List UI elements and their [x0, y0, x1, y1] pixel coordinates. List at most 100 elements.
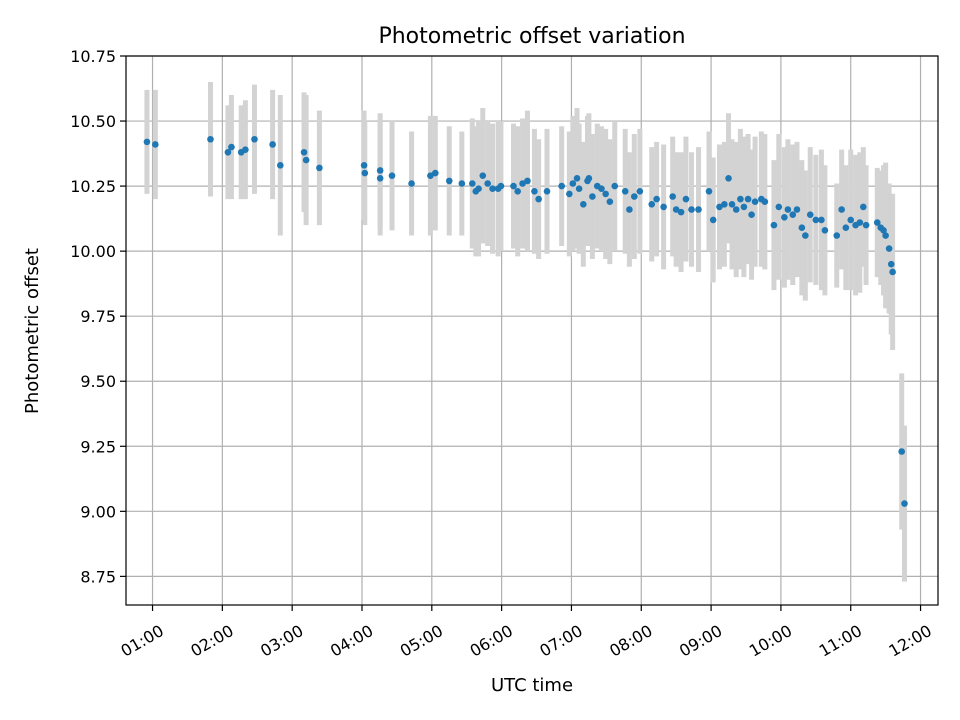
data-point: [376, 174, 384, 182]
data-point: [728, 201, 736, 208]
data-point: [873, 219, 881, 226]
data-point: [535, 195, 542, 203]
data-point: [531, 187, 538, 195]
data-point: [269, 141, 276, 148]
x-tick-label: 12:00: [886, 621, 935, 661]
data-point: [682, 195, 690, 203]
data-point: [573, 174, 581, 182]
data-point: [251, 135, 258, 143]
data-point: [479, 172, 487, 179]
data-point: [653, 195, 660, 203]
data-point: [889, 268, 896, 276]
data-point: [740, 203, 748, 211]
y-tick-label: 9.00: [80, 502, 116, 521]
data-point: [802, 232, 809, 239]
data-point: [408, 180, 415, 187]
data-point: [361, 169, 369, 177]
x-tick-label: 02:00: [187, 621, 236, 661]
data-point: [569, 180, 577, 187]
data-point: [688, 206, 695, 213]
axis-ticks: [120, 55, 922, 611]
data-point: [427, 172, 434, 179]
data-point: [732, 206, 740, 213]
data-point: [630, 193, 638, 200]
x-tick-label: 03:00: [257, 621, 306, 661]
data-point: [744, 195, 752, 203]
y-axis-label: Photometric offset: [22, 248, 43, 414]
data-point: [748, 211, 755, 219]
y-tick-label: 9.25: [80, 437, 116, 456]
y-tick-label: 9.75: [80, 307, 116, 326]
data-point: [770, 221, 778, 229]
data-point: [484, 180, 491, 187]
data-point: [589, 193, 596, 200]
x-tick-label: 09:00: [676, 621, 725, 661]
data-point: [575, 185, 583, 192]
data-point: [781, 214, 788, 221]
data-point: [885, 245, 893, 252]
data-point: [611, 182, 619, 190]
data-point: [737, 195, 744, 203]
y-tick-label: 10.50: [70, 112, 116, 131]
data-point: [388, 172, 396, 179]
data-point: [277, 161, 284, 169]
data-point: [445, 177, 453, 185]
data-point: [806, 211, 814, 219]
data-point: [566, 190, 573, 198]
x-tick-label: 11:00: [816, 621, 865, 661]
data-point: [838, 206, 845, 213]
data-point: [558, 182, 565, 190]
data-point: [862, 221, 870, 229]
data-point: [543, 187, 551, 195]
data-point: [524, 177, 531, 185]
data-point: [316, 164, 323, 172]
data-point: [784, 206, 792, 213]
data-point: [360, 161, 368, 169]
data-point: [302, 156, 310, 164]
data-point: [152, 141, 159, 148]
x-tick-label: 07:00: [536, 621, 585, 661]
data-point: [432, 169, 439, 177]
data-point: [856, 219, 864, 226]
data-point: [887, 260, 895, 268]
y-tick-label: 10.75: [70, 47, 116, 66]
data-point: [648, 201, 656, 208]
data-point: [598, 185, 605, 192]
data-point: [669, 193, 676, 200]
data-point: [602, 190, 609, 198]
data-point: [376, 167, 384, 174]
data-point: [725, 174, 732, 182]
y-tick-labels: 8.75 9.00 9.25 9.50 9.75 10.00 10.25 10.50 10.75: [70, 47, 116, 586]
data-point: [705, 187, 713, 195]
data-point: [228, 143, 235, 151]
data-point: [143, 138, 151, 146]
data-point: [469, 180, 476, 187]
data-point: [475, 185, 482, 192]
y-tick-label: 10.25: [70, 177, 116, 196]
chart-title: Photometric offset variation: [378, 24, 685, 49]
data-point: [695, 206, 702, 213]
y-tick-label: 9.50: [80, 372, 116, 391]
data-point: [224, 148, 232, 156]
x-tick-label: 08:00: [606, 621, 655, 661]
data-point: [672, 206, 680, 213]
data-point: [880, 227, 887, 234]
data-point: [789, 211, 797, 219]
data-point: [818, 216, 825, 224]
data-point: [901, 500, 908, 507]
data-point: [709, 216, 717, 224]
data-point: [606, 198, 614, 206]
x-tick-labels: 01:00 02:00 03:00 04:00 05:00 06:00 07:00 08:00…: [117, 621, 934, 661]
data-point: [458, 180, 466, 187]
data-point: [882, 232, 889, 239]
x-axis-label: UTC time: [491, 675, 573, 696]
data-point: [847, 216, 855, 224]
data-point: [798, 224, 806, 232]
data-point: [793, 206, 801, 213]
data-point: [761, 198, 769, 206]
data-point: [621, 187, 629, 195]
y-tick-label: 10.00: [70, 242, 116, 261]
data-point: [510, 182, 517, 190]
x-tick-label: 01:00: [117, 621, 166, 661]
data-point: [751, 198, 759, 206]
